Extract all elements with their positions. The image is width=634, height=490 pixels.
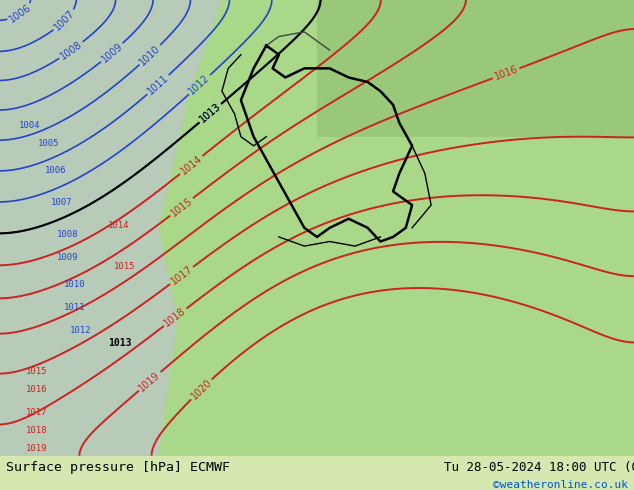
Text: 1010: 1010 — [63, 280, 85, 289]
Text: 1006: 1006 — [44, 166, 66, 175]
Text: 1018: 1018 — [162, 306, 188, 329]
Text: 1006: 1006 — [8, 2, 34, 25]
Text: 1013: 1013 — [108, 338, 131, 348]
Text: 1009: 1009 — [57, 253, 79, 262]
Text: 1008: 1008 — [57, 230, 79, 239]
Text: 1020: 1020 — [189, 377, 214, 401]
Text: 1013: 1013 — [198, 101, 223, 125]
Text: ©weatheronline.co.uk: ©weatheronline.co.uk — [493, 480, 628, 490]
Text: 1008: 1008 — [58, 39, 84, 62]
Text: Tu 28-05-2024 18:00 UTC (06+12): Tu 28-05-2024 18:00 UTC (06+12) — [444, 461, 634, 474]
Text: 1012: 1012 — [187, 73, 212, 97]
Polygon shape — [158, 0, 634, 456]
Text: 1017: 1017 — [25, 408, 47, 416]
Text: 1007: 1007 — [52, 8, 77, 33]
Text: 1018: 1018 — [25, 426, 47, 435]
Text: 1010: 1010 — [138, 43, 162, 67]
Text: 1011: 1011 — [146, 73, 171, 97]
Text: 1004: 1004 — [19, 121, 41, 129]
Text: 1016: 1016 — [493, 64, 519, 82]
Text: 1014: 1014 — [108, 221, 129, 230]
Text: 1009: 1009 — [100, 41, 124, 64]
Text: Surface pressure [hPa] ECMWF: Surface pressure [hPa] ECMWF — [6, 461, 230, 474]
Text: 1015: 1015 — [114, 262, 136, 271]
Text: 1016: 1016 — [25, 385, 47, 394]
Text: 1015: 1015 — [169, 196, 195, 219]
Polygon shape — [317, 0, 634, 137]
Text: 1007: 1007 — [51, 198, 72, 207]
Text: 1015: 1015 — [25, 367, 47, 376]
Text: 1012: 1012 — [70, 326, 91, 335]
Text: 1017: 1017 — [169, 264, 195, 287]
Text: 1011: 1011 — [63, 303, 85, 312]
Text: 1019: 1019 — [137, 369, 162, 393]
Text: 1019: 1019 — [25, 444, 47, 453]
Text: 1013: 1013 — [198, 101, 223, 125]
Text: 1005: 1005 — [38, 139, 60, 148]
Text: 1014: 1014 — [178, 153, 204, 176]
